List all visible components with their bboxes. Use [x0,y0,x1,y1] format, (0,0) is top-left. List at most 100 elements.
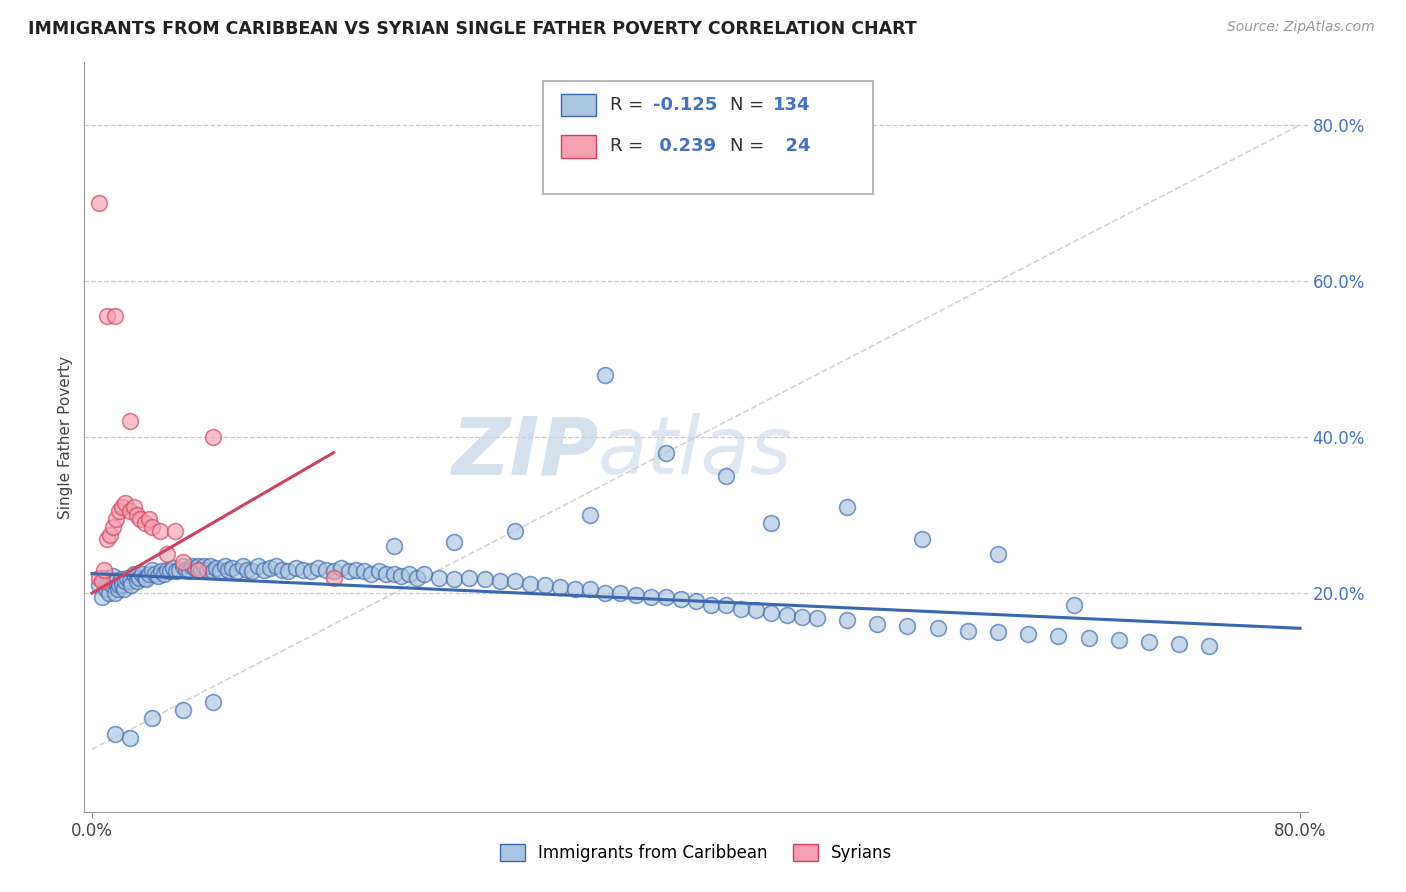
Point [382,566,405,581]
Point [108,578,131,592]
Point [253,563,276,577]
Point [172,558,194,573]
Point [896,619,918,633]
Point [360,566,382,581]
Point [201,565,224,579]
Point [579,508,602,523]
Point [169,563,191,577]
Point [232,558,254,573]
Point [122,500,145,515]
Point [163,524,186,538]
Point [221,561,243,575]
Point [382,539,405,553]
Text: ZIP: ZIP [451,413,598,491]
Point [443,535,465,549]
Point [745,603,768,617]
Point [118,504,141,518]
Point [761,606,783,620]
FancyBboxPatch shape [543,81,873,194]
Point [322,571,344,585]
Point [138,566,160,581]
Point [101,520,124,534]
Point [114,496,136,510]
Point [177,565,200,579]
Point [391,569,413,583]
Point [122,566,145,581]
Point [564,582,586,597]
Point [911,532,934,546]
Point [624,588,647,602]
Point [131,566,153,581]
Point [405,571,427,585]
Point [259,561,281,575]
Point [367,565,389,579]
Point [775,608,797,623]
Point [93,563,115,577]
Point [835,500,858,515]
Point [443,572,465,586]
Point [97,586,120,600]
Point [790,609,813,624]
Point [353,565,375,579]
Text: atlas: atlas [598,413,793,491]
Text: 24: 24 [773,137,810,155]
Point [488,574,510,589]
Point [609,586,631,600]
Point [730,602,752,616]
Point [141,563,163,577]
Text: R =: R = [610,96,650,114]
Point [143,566,166,581]
Point [579,582,602,597]
Point [110,572,132,586]
Point [640,590,662,604]
Point [100,578,122,592]
Point [111,500,134,515]
Point [655,590,678,604]
Point [101,569,124,583]
Point [93,571,115,585]
Point [172,555,194,569]
Point [96,532,118,546]
Point [201,696,224,710]
Point [835,614,858,628]
Point [105,512,128,526]
Point [134,571,156,585]
Point [330,561,353,575]
Point [299,565,322,579]
Text: N =: N = [730,137,770,155]
Text: -0.125: -0.125 [654,96,717,114]
Point [134,516,156,530]
Point [595,368,617,382]
Text: 134: 134 [773,96,810,114]
Point [271,563,294,577]
Point [503,574,526,589]
Point [264,558,287,573]
Point [337,565,360,579]
Point [761,516,783,530]
Point [204,561,226,575]
Text: R =: R = [610,137,650,155]
Point [107,582,129,597]
Point [120,578,142,592]
Point [1137,634,1160,648]
Text: 0.239: 0.239 [654,137,716,155]
Point [153,566,176,581]
Point [166,565,188,579]
Point [98,572,121,586]
Point [91,574,114,589]
Point [714,469,737,483]
Point [209,565,232,579]
Point [198,558,221,573]
Point [669,592,692,607]
Point [187,563,209,577]
Point [1063,598,1085,612]
Point [1077,632,1099,646]
Point [236,563,259,577]
Point [149,524,172,538]
FancyBboxPatch shape [561,135,596,158]
Point [277,565,299,579]
Point [180,558,202,573]
Point [118,574,141,589]
Point [96,574,118,589]
Point [118,731,141,745]
